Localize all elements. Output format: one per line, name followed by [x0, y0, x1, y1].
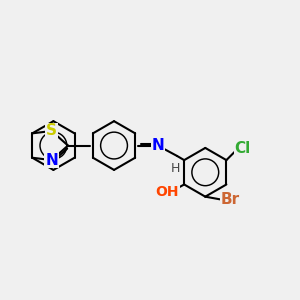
Text: OH: OH — [155, 185, 179, 199]
Text: H: H — [171, 162, 180, 175]
Text: N: N — [45, 153, 58, 168]
Text: Cl: Cl — [235, 141, 251, 156]
Text: S: S — [46, 124, 57, 139]
Text: Br: Br — [220, 192, 239, 207]
Text: N: N — [151, 138, 164, 153]
